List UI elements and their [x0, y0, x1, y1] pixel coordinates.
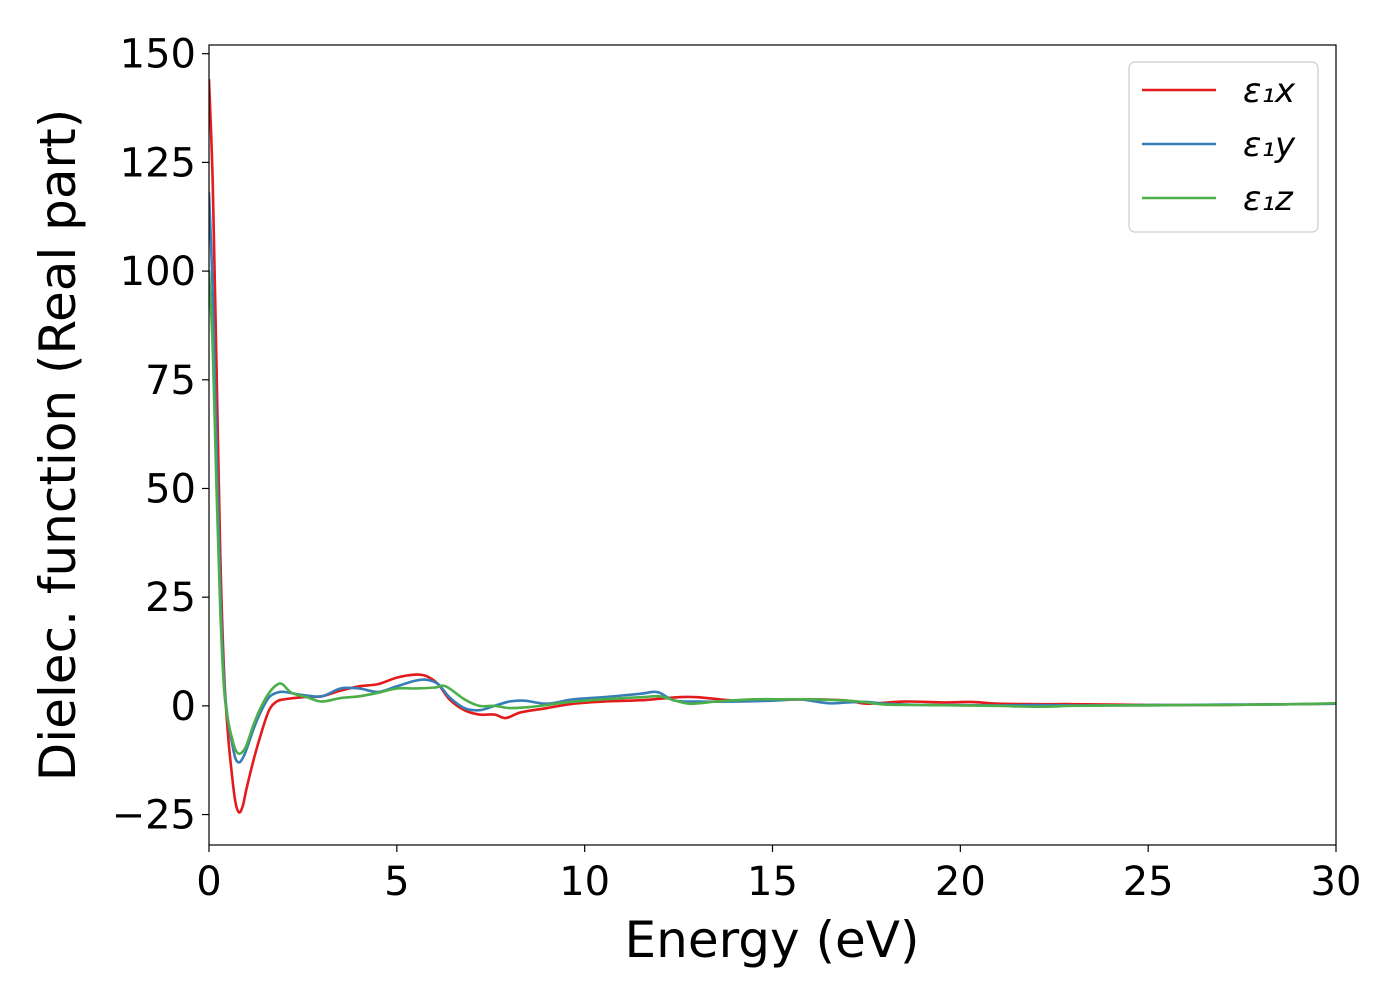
y-tick-label: 0 [171, 684, 196, 730]
legend-label-1: ε₁x [1243, 71, 1296, 111]
legend-label-2: ε₁y [1243, 125, 1296, 165]
y-tick-label: 150 [120, 32, 196, 78]
series-line-1 [209, 78, 1336, 814]
x-axis-ticks: 0 5 10 15 20 25 30 [196, 845, 1361, 905]
legend-frame [1128, 61, 1319, 233]
x-tick-label: 0 [196, 859, 221, 905]
x-tick-label: 10 [559, 859, 610, 905]
series-line-3 [209, 269, 1336, 756]
x-tick-label: 20 [935, 859, 986, 905]
y-axis-label: Dielec. function (Real part) [29, 109, 87, 781]
x-tick-label: 15 [747, 859, 798, 905]
x-tick-label: 30 [1311, 859, 1362, 905]
x-tick-label: 5 [384, 859, 409, 905]
y-tick-label: 50 [145, 466, 196, 512]
y-axis-ticks: −25 0 25 50 75 100 125 150 [112, 32, 209, 839]
legend-label-3: ε₁z [1243, 179, 1294, 219]
plot-layer [209, 78, 1336, 814]
y-tick-label: 125 [120, 140, 196, 186]
x-tick-label: 25 [1123, 859, 1174, 905]
x-axis-label: Energy (eV) [625, 911, 920, 969]
y-tick-label: 100 [120, 249, 196, 295]
y-tick-label: 75 [145, 358, 196, 404]
y-tick-label: −25 [112, 793, 196, 839]
y-tick-label: 25 [145, 575, 196, 621]
legend: ε₁x ε₁y ε₁z [1128, 61, 1319, 233]
